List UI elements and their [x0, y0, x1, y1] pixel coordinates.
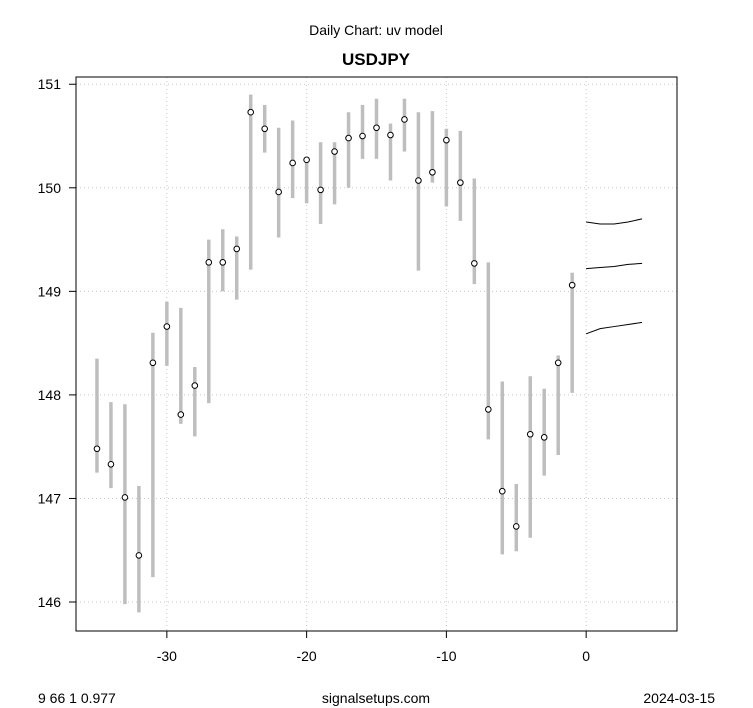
close-marker	[121, 494, 129, 501]
close-marker	[359, 132, 366, 140]
close-marker	[219, 259, 227, 266]
close-marker	[568, 281, 576, 289]
footer-left: 9 66 1 0.977	[38, 690, 116, 706]
y-tick-label: 150	[38, 180, 62, 196]
close-marker	[177, 411, 185, 418]
close-marker	[149, 359, 157, 367]
close-marker	[93, 445, 101, 453]
x-tick-label: -20	[296, 648, 316, 664]
close-marker	[107, 460, 115, 468]
close-marker	[261, 125, 268, 133]
plot-frame	[75, 76, 678, 632]
x-tick-label: -30	[157, 648, 177, 664]
close-marker	[485, 406, 492, 413]
close-marker	[191, 382, 199, 389]
forecast-line	[586, 218, 643, 225]
close-marker	[275, 188, 282, 196]
close-marker	[512, 523, 520, 530]
grid-lines	[76, 77, 677, 631]
close-marker	[457, 179, 464, 186]
forecast-line	[585, 321, 643, 335]
footer-center: signalsetups.com	[322, 690, 430, 706]
range-bars	[95, 94, 574, 613]
close-marker	[135, 552, 143, 559]
close-marker	[526, 430, 534, 438]
y-tick-label: 151	[38, 76, 62, 92]
forecast-lines	[585, 218, 643, 335]
x-axis: -30 -20 -10 0	[157, 631, 590, 664]
chart-title: USDJPY	[342, 50, 411, 69]
close-marker	[387, 131, 394, 139]
close-marker	[401, 116, 408, 123]
footer-right: 2024-03-15	[643, 690, 715, 706]
forecast-line	[586, 262, 643, 270]
y-axis: 146 147 148 149 150 151	[38, 76, 76, 610]
close-marker	[233, 245, 241, 253]
close-marker	[163, 323, 171, 330]
y-tick-label: 147	[38, 490, 62, 506]
close-marker	[205, 259, 213, 266]
y-tick-label: 148	[38, 387, 62, 403]
chart-subtitle: Daily Chart: uv model	[309, 22, 443, 38]
x-tick-label: 0	[582, 648, 590, 664]
close-markers	[93, 108, 576, 559]
y-tick-label: 149	[38, 283, 62, 299]
close-marker	[317, 186, 324, 194]
close-marker	[540, 434, 548, 441]
y-tick-label: 146	[38, 594, 62, 610]
close-marker	[554, 359, 562, 367]
close-marker	[415, 177, 422, 184]
close-marker	[345, 134, 352, 142]
close-marker	[331, 148, 338, 155]
close-marker	[471, 260, 478, 267]
close-marker	[498, 487, 506, 495]
close-marker	[247, 108, 255, 116]
close-marker	[429, 168, 436, 176]
x-tick-label: -10	[436, 648, 456, 664]
close-marker	[373, 124, 380, 132]
close-marker	[289, 159, 296, 167]
close-marker	[303, 156, 310, 164]
close-marker	[443, 136, 450, 144]
